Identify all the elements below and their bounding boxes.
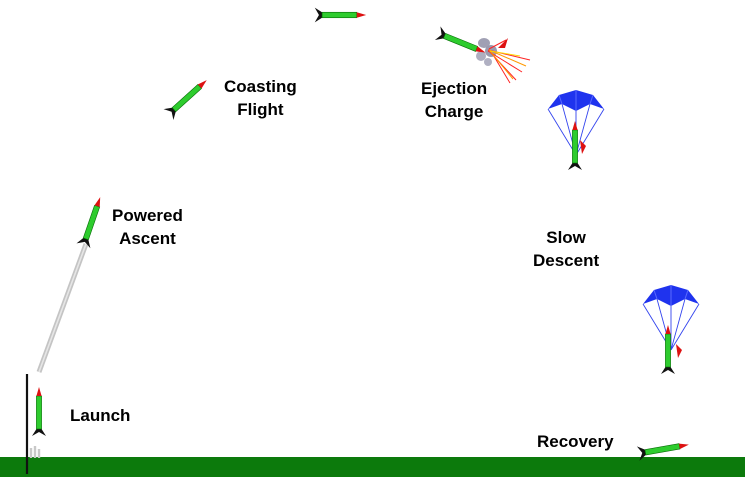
label-ejection-line1: Ejection xyxy=(421,79,488,98)
label-coasting-line1: Coasting xyxy=(224,77,297,96)
label-powered-line2: Ascent xyxy=(119,229,176,248)
label-slow-line1: Slow xyxy=(546,228,586,247)
label-ejection-charge: Ejection Charge xyxy=(421,77,487,123)
label-slow-descent: Slow Descent xyxy=(533,226,599,272)
ejection-sparks xyxy=(487,38,531,84)
nose-cone-icon xyxy=(580,140,586,154)
label-slow-line2: Descent xyxy=(533,251,600,270)
rocket-icon xyxy=(75,194,108,249)
label-launch-text: Launch xyxy=(70,406,131,425)
label-launch: Launch xyxy=(70,404,130,427)
label-coasting-flight: Coasting Flight xyxy=(224,75,297,121)
label-recovery-text: Recovery xyxy=(537,432,614,451)
rocket-icon xyxy=(31,386,47,437)
label-powered-ascent: Powered Ascent xyxy=(112,204,183,250)
label-powered-line1: Powered xyxy=(112,206,183,225)
rocket-icon xyxy=(660,324,676,375)
label-coasting-line2: Flight xyxy=(237,100,284,119)
ground-strip xyxy=(0,457,745,477)
rocket-icon xyxy=(314,7,367,23)
nose-cone-icon xyxy=(676,344,682,358)
label-ejection-line2: Charge xyxy=(424,102,484,121)
label-recovery: Recovery xyxy=(537,430,614,453)
smoke-icon xyxy=(476,38,497,66)
rocket-icon xyxy=(163,74,213,121)
exhaust-trail-icon xyxy=(29,243,89,458)
parachute-icon xyxy=(642,284,700,351)
